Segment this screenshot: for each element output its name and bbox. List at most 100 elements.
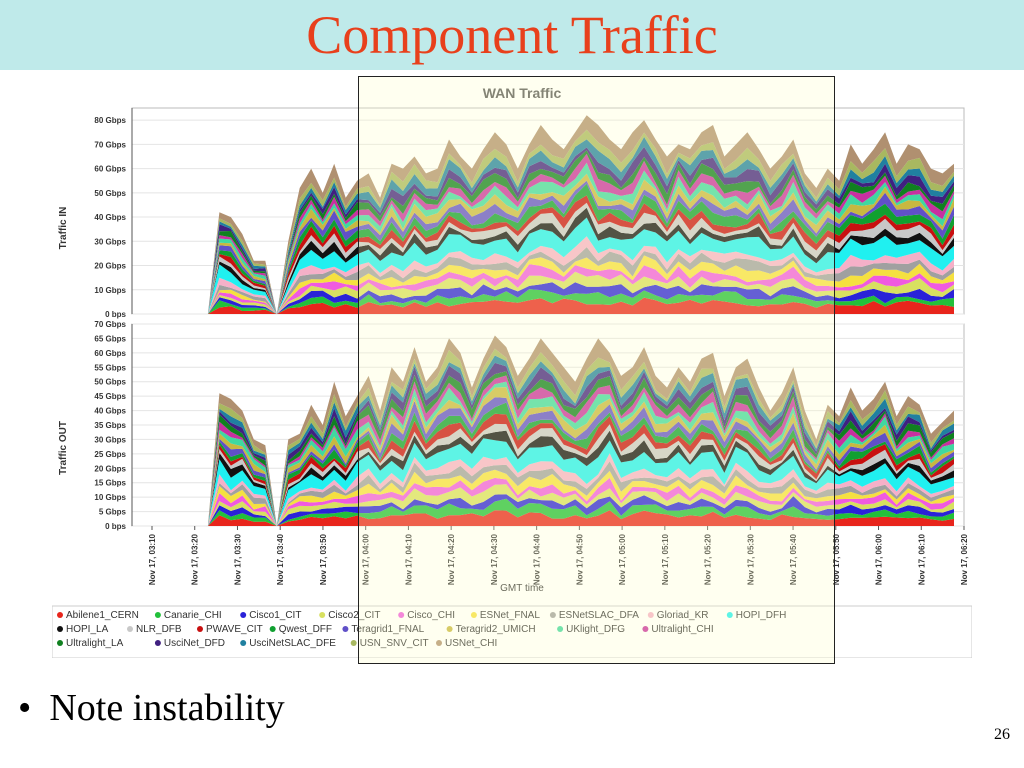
panel-traffic-in: 0 bps 10 Gbps 20 Gbps 30 Gbps 40 Gbps 50 Gbps…: [94, 107, 965, 319]
legend-label: ESNet_FNAL: [480, 610, 540, 621]
y-tick-label-out: 45 Gbps: [94, 392, 126, 401]
area-out-USNet_CHI: [162, 335, 954, 526]
x-tick-label: Nov 17, 06:20: [960, 533, 969, 585]
y-tick-label-out: 20 Gbps: [94, 464, 126, 473]
area-out-Cisco1_CIT: [162, 494, 954, 526]
legend-swatch: [726, 612, 733, 618]
y-tick-label-in: 40 Gbps: [94, 213, 126, 222]
legend-swatch: [154, 612, 161, 618]
y-axis-label-out: Traffic OUT: [58, 421, 69, 475]
y-tick-label-out: 35 Gbps: [94, 421, 126, 430]
area-out-Gloriad_KR: [162, 453, 954, 526]
legend-swatch: [319, 612, 326, 618]
area-in-PWAVE_CIT: [162, 195, 954, 314]
legend-label: USNet_CHI: [445, 638, 497, 649]
area-out-Teragrid2_UMICH: [162, 387, 954, 526]
legend-swatch: [197, 626, 203, 632]
legend: Abilene1_CERN Canarie_CHI Cisco1_CIT Cisco2…: [52, 605, 972, 658]
x-tick-label: Nov 17, 03:40: [276, 533, 285, 585]
x-tick-label: Nov 17, 03:50: [319, 533, 328, 585]
legend-label: ESNetSLAC_DFA: [559, 610, 639, 621]
legend-label: Cisco_CHI: [407, 610, 455, 621]
y-tick-label-out: 15 Gbps: [94, 479, 126, 488]
x-tick-label: Nov 17, 04:40: [533, 533, 542, 585]
x-tick-label: Nov 17, 03:30: [233, 533, 242, 585]
legend-swatch: [549, 612, 556, 618]
area-in-HOPI_LA: [162, 207, 954, 314]
y-tick-label-out: 25 Gbps: [94, 450, 126, 459]
area-out-Canarie_CHI: [162, 498, 954, 526]
x-axis-ticks: Nov 17, 03:10 Nov 17, 03:20 Nov 17, 03:30 N…: [148, 526, 969, 585]
x-tick-label: Nov 17, 05:10: [661, 533, 670, 585]
area-in-Canarie_CHI: [162, 289, 954, 314]
legend-label: Gloriad_KR: [657, 610, 709, 621]
legend-label: Canarie_CHI: [164, 610, 222, 621]
legend-swatch: [269, 626, 276, 632]
legend-label: NLR_DFB: [136, 624, 182, 635]
legend-label: HOPI_DFH: [736, 610, 787, 621]
y-tick-label-out: 55 Gbps: [94, 363, 126, 372]
x-tick-label: Nov 17, 05:50: [832, 533, 841, 585]
area-out-Cisco2_CIT: [162, 484, 954, 526]
x-tick-label: Nov 17, 04:10: [404, 533, 413, 585]
legend-swatch: [642, 626, 649, 632]
legend-label: Cisco2_CIT: [328, 610, 380, 621]
legend-swatch: [57, 640, 63, 646]
area-out-HOPI_LA: [162, 430, 954, 526]
area-out-NLR_DFB: [162, 423, 954, 526]
area-in-USNet_CHI: [162, 115, 954, 314]
area-out-UsciNetSLAC_DFE: [162, 355, 954, 526]
area-out-UKlight_DFG: [162, 381, 954, 526]
x-tick-label: Nov 17, 05:40: [789, 533, 798, 585]
y-tick-label-in: 60 Gbps: [94, 165, 126, 174]
legend-swatch: [342, 626, 349, 632]
area-out-PWAVE_CIT: [162, 413, 954, 526]
y-tick-label-out: 30 Gbps: [94, 435, 126, 444]
area-in-Cisco1_CIT: [162, 282, 954, 314]
legend-label: HOPI_LA: [66, 624, 109, 635]
x-tick-label: Nov 17, 05:20: [704, 533, 713, 585]
chart-svg: WAN Traffic Traffic IN Traffic OUT GMT t…: [52, 78, 972, 658]
y-tick-label-in: 50 Gbps: [94, 189, 126, 198]
x-tick-label: Nov 17, 03:20: [191, 533, 200, 585]
area-out-Qwest_DFF: [162, 402, 954, 526]
y-tick-label-in: 20 Gbps: [94, 262, 126, 271]
bullet-item: • Note instability: [18, 686, 285, 730]
legend-swatch: [240, 612, 247, 618]
y-axis-label-in: Traffic IN: [58, 207, 69, 250]
area-out-HOPI_DFH: [162, 438, 954, 526]
x-tick-label: Nov 17, 04:30: [490, 533, 499, 585]
area-in-HOPI_DFH: [162, 217, 954, 314]
x-axis-label: GMT time: [500, 583, 544, 594]
legend-swatch: [557, 626, 564, 632]
legend-swatch: [647, 612, 654, 618]
y-tick-label-in: 10 Gbps: [94, 286, 126, 295]
legend-box: [52, 605, 972, 658]
legend-swatch: [57, 612, 63, 618]
x-tick-label: Nov 17, 06:10: [917, 533, 926, 585]
y-tick-label-out: 10 Gbps: [94, 493, 126, 502]
legend-label: Cisco1_CIT: [249, 610, 301, 621]
page-number: 26: [994, 726, 1010, 743]
area-out-ESNetSLAC_DFA: [162, 461, 954, 526]
legend-swatch: [398, 612, 405, 618]
y-tick-label-out: 0 bps: [105, 522, 126, 531]
legend-label: Teragrid1_FNAL: [351, 624, 424, 635]
area-in-Qwest_DFF: [162, 183, 954, 314]
legend-label: USN_SNV_CIT: [360, 638, 429, 649]
panel-traffic-out: 0 bps 5 Gbps 10 Gbps 15 Gbps 20 Gbps 25 Gbps 3…: [94, 320, 965, 531]
legend-label: PWAVE_CIT: [206, 624, 263, 635]
area-in-NLR_DFB: [162, 202, 954, 314]
area-out-Abilene1_CERN: [162, 510, 954, 526]
legend-label: Ultralight_CHI: [651, 624, 713, 635]
x-tick-label: Nov 17, 04:20: [447, 533, 456, 585]
legend-label: UsciNetSLAC_DFE: [249, 638, 336, 649]
y-tick-label-in: 80 Gbps: [94, 116, 126, 125]
wan-traffic-chart: WAN Traffic Traffic IN Traffic OUT GMT t…: [52, 78, 972, 658]
x-tick-label: Nov 17, 05:30: [746, 533, 755, 585]
y-tick-label-out: 5 Gbps: [99, 508, 127, 517]
legend-label: Ultralight_LA: [66, 638, 124, 649]
legend-swatch: [154, 640, 161, 646]
slide-title: Component Traffic: [306, 5, 718, 65]
area-out-ESNet_FNAL: [162, 469, 954, 526]
